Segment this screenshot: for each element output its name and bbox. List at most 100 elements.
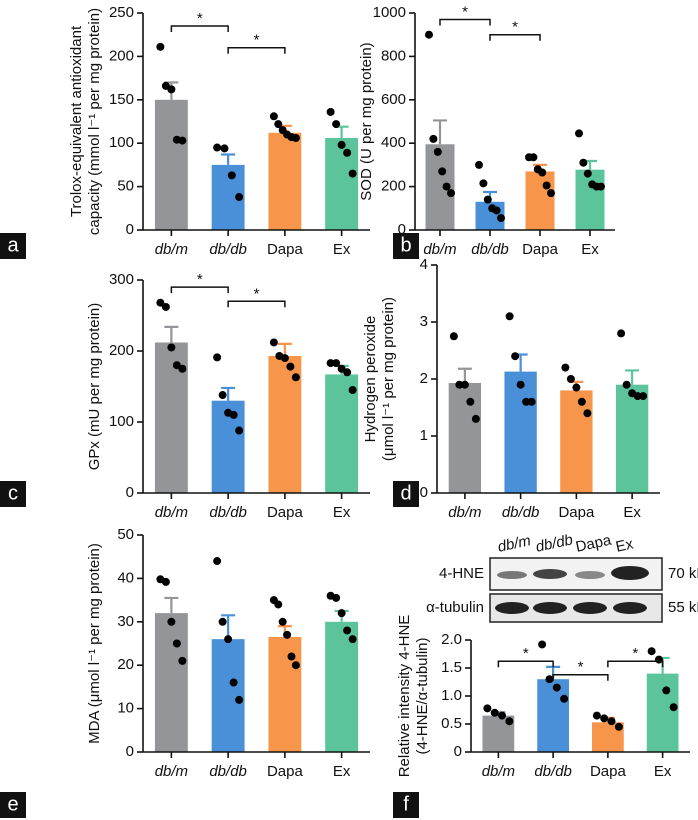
y-axis-label: GPx (mU per mg protein)	[86, 303, 103, 471]
data-point	[547, 189, 555, 198]
data-point	[455, 380, 464, 389]
x-tick-label: Ex	[333, 504, 351, 521]
data-point	[498, 711, 507, 720]
y-axis-label: Relative intensity 4-HNE	[396, 615, 413, 778]
x-tick-label: db/db	[209, 241, 247, 258]
data-point	[662, 686, 671, 695]
y-tick-label: 40	[117, 569, 134, 586]
data-point	[505, 312, 514, 321]
data-point	[466, 397, 475, 406]
x-tick-label: db/db	[534, 763, 572, 780]
data-point	[447, 189, 455, 198]
data-point	[669, 703, 678, 712]
panel-letter: c	[8, 482, 18, 504]
data-point	[566, 375, 575, 383]
data-point	[218, 617, 227, 626]
data-point	[575, 129, 583, 138]
data-point	[156, 42, 165, 51]
bar	[154, 99, 188, 230]
blot-row-label: 4-HNE	[439, 565, 484, 582]
x-tick-label: db/m	[448, 504, 481, 521]
bar	[154, 613, 188, 752]
significance-bracket	[497, 660, 554, 668]
data-point	[227, 171, 236, 180]
data-point	[527, 397, 536, 406]
data-point	[286, 362, 295, 371]
y-tick-label: 0.5	[441, 715, 462, 732]
panel-letter: e	[7, 793, 18, 815]
bar	[575, 169, 605, 230]
x-tick-label: Dapa	[267, 763, 304, 780]
panel-letter-box	[393, 233, 419, 259]
data-point	[538, 640, 547, 649]
blot-row-label: α-tubulin	[426, 599, 484, 616]
data-point	[172, 639, 181, 648]
y-tick-label: 10	[117, 700, 134, 717]
data-point	[218, 391, 227, 400]
y-tick-label: 200	[109, 47, 134, 64]
x-tick-label: db/db	[502, 504, 540, 521]
x-tick-label: Dapa	[590, 763, 627, 780]
y-tick-label: 1.5	[441, 659, 462, 676]
data-point	[167, 85, 176, 94]
data-point	[614, 722, 623, 731]
significance-label: *	[523, 645, 529, 662]
data-point	[442, 182, 451, 191]
data-point	[622, 380, 631, 389]
data-point	[542, 181, 551, 190]
data-point	[167, 617, 176, 626]
data-point	[343, 368, 352, 377]
bar	[268, 132, 302, 230]
x-tick-label: Dapa	[267, 241, 304, 258]
data-point	[483, 195, 492, 204]
bar	[325, 137, 359, 230]
bar	[325, 621, 359, 752]
data-point	[490, 708, 499, 717]
significance-bracket	[439, 18, 491, 26]
y-tick-label: 0	[126, 221, 134, 238]
data-point	[538, 168, 547, 177]
data-point	[348, 635, 357, 644]
blot-lane-label: db/db	[534, 531, 574, 555]
data-point	[161, 302, 170, 311]
data-point	[235, 193, 244, 202]
y-tick-label: 2.0	[441, 631, 462, 648]
y-tick-label: 300	[109, 271, 134, 288]
blot-size-label: 70 kDa	[668, 565, 698, 582]
data-point	[600, 714, 609, 723]
error-bar	[457, 367, 472, 383]
x-tick-label: Dapa	[522, 241, 559, 258]
data-point	[647, 647, 656, 656]
data-point	[269, 112, 278, 121]
data-point	[552, 683, 561, 692]
data-point	[460, 380, 469, 389]
y-tick-label: 2	[420, 370, 428, 387]
bar	[560, 390, 593, 493]
data-point	[471, 414, 480, 423]
data-point	[579, 158, 588, 167]
panel-letter-box	[0, 481, 26, 507]
bar	[537, 679, 570, 752]
data-point	[348, 169, 357, 178]
panel-letter: d	[400, 482, 411, 504]
data-point	[291, 133, 300, 142]
data-point	[449, 332, 458, 341]
x-tick-label: db/m	[482, 763, 515, 780]
significance-label: *	[632, 645, 638, 662]
significance-label: *	[197, 10, 203, 27]
significance-bracket	[227, 300, 286, 308]
error-bar	[433, 119, 447, 145]
data-point	[479, 179, 488, 188]
error-bar	[221, 153, 236, 165]
data-point	[269, 338, 278, 347]
y-axis-label: MDA (μmol l⁻¹ per mg protein)	[86, 543, 103, 744]
x-tick-label: db/db	[209, 763, 247, 780]
data-point	[572, 383, 581, 392]
data-point	[438, 167, 447, 176]
y-axis-label: capacity (mmol l⁻¹ per mg protein)	[86, 8, 103, 235]
x-tick-label: Ex	[333, 241, 351, 258]
y-tick-label: 20	[117, 656, 134, 673]
data-point	[332, 593, 341, 602]
panel-letter-box	[0, 792, 26, 818]
y-tick-label: 50	[117, 178, 134, 195]
